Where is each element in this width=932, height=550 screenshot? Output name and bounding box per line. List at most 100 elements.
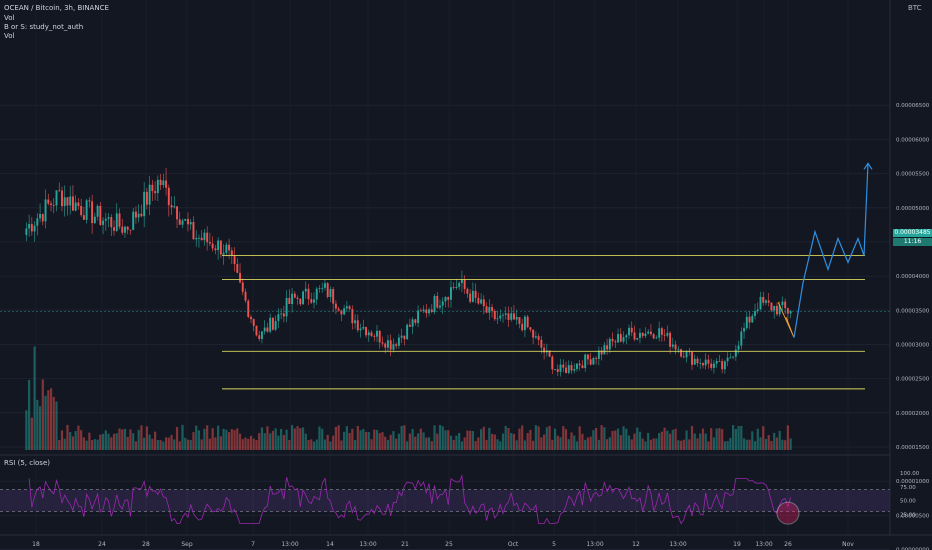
candle-body xyxy=(351,308,354,324)
volume-bar xyxy=(241,439,244,450)
volume-bar xyxy=(460,441,464,450)
rsi-tick-label: 25.00 xyxy=(900,512,916,518)
volume-bar xyxy=(425,437,428,450)
candle-body xyxy=(282,313,285,317)
rsi-line xyxy=(28,474,791,525)
candle-body xyxy=(633,332,636,340)
volume-bar xyxy=(570,432,573,450)
candle-body xyxy=(167,187,170,206)
volume-bar xyxy=(392,431,395,450)
candle-body xyxy=(458,283,461,287)
candle-body xyxy=(666,332,669,336)
candle-body xyxy=(707,359,710,364)
volume-bar xyxy=(217,425,220,450)
candle-body xyxy=(704,359,707,366)
candle-body xyxy=(411,319,414,327)
study-legend[interactable]: B or S: study_not_auth xyxy=(4,23,84,31)
candle-body xyxy=(345,306,348,309)
candle-body xyxy=(570,365,573,371)
candle-body xyxy=(88,200,91,202)
volume-bar xyxy=(589,436,592,450)
candle-body xyxy=(477,297,480,304)
candle-body xyxy=(348,306,351,309)
candle-body xyxy=(488,307,491,313)
candle-body xyxy=(143,191,146,217)
volume-bar xyxy=(518,428,521,450)
volume-bar xyxy=(110,437,113,450)
volume-bar xyxy=(164,437,168,450)
volume-bar xyxy=(408,433,411,450)
candle-body xyxy=(52,205,55,206)
candle-body xyxy=(41,214,44,222)
volume-bar xyxy=(222,428,225,450)
volume-bar xyxy=(395,438,398,450)
candle-body xyxy=(217,240,220,251)
candle-body xyxy=(534,336,537,338)
volume-bar xyxy=(397,433,401,450)
candle-body xyxy=(581,365,584,369)
volume-bar xyxy=(619,435,622,450)
candle-body xyxy=(773,305,776,311)
candle-body xyxy=(600,350,603,355)
volume-bar xyxy=(340,440,343,450)
candle-body xyxy=(159,179,162,186)
volume-bar xyxy=(679,440,683,450)
volume-bar xyxy=(770,440,773,450)
candle-body xyxy=(611,338,614,342)
volume-bar xyxy=(115,433,118,450)
candle-body xyxy=(455,286,458,288)
volume-bar xyxy=(244,437,247,450)
candle-body xyxy=(597,350,600,359)
candle-body xyxy=(474,290,477,298)
candle-body xyxy=(502,314,504,316)
volume-bar xyxy=(690,425,694,450)
volume-bar xyxy=(441,426,444,450)
vol-legend[interactable]: Vol xyxy=(4,14,15,22)
volume-bar xyxy=(107,433,110,450)
candle-body xyxy=(255,325,258,336)
volume-bar xyxy=(178,441,181,450)
candle-body xyxy=(592,358,595,365)
candle-body xyxy=(293,293,296,298)
candle-body xyxy=(39,214,42,219)
volume-bar xyxy=(677,440,680,450)
candle-body xyxy=(197,237,200,239)
candle-body xyxy=(296,297,299,299)
volume-bar xyxy=(474,441,477,450)
candle-body xyxy=(318,288,321,289)
candle-body xyxy=(285,298,288,317)
candle-body xyxy=(674,344,677,350)
candle-body xyxy=(515,317,518,320)
volume-bar xyxy=(400,425,403,450)
volume-bar xyxy=(438,424,442,450)
volume-bar xyxy=(159,440,162,450)
candle-body xyxy=(765,300,767,303)
candle-body xyxy=(107,217,110,219)
candle-body xyxy=(96,205,99,217)
volume-bar xyxy=(192,432,195,450)
candle-body xyxy=(775,305,778,315)
volume-bar xyxy=(337,425,340,450)
candle-body xyxy=(126,226,129,230)
candle-body xyxy=(641,332,644,337)
candle-body xyxy=(332,289,335,304)
candle-body xyxy=(452,287,455,288)
candle-body xyxy=(71,196,74,211)
volume-bar xyxy=(463,437,466,450)
time-tick-label: 13:00 xyxy=(755,541,772,548)
time-tick-label: 12 xyxy=(632,541,640,548)
volume-bar xyxy=(512,433,516,450)
candle-body xyxy=(669,332,672,347)
candle-body xyxy=(447,297,450,300)
volume-bar xyxy=(386,439,390,450)
vol-legend-2[interactable]: Vol xyxy=(4,32,15,40)
volume-bar xyxy=(173,439,176,450)
candle-body xyxy=(82,215,85,220)
volume-bar xyxy=(449,435,453,450)
volume-bar xyxy=(206,425,209,450)
candle-body xyxy=(567,365,570,373)
candle-body xyxy=(559,364,562,372)
candle-body xyxy=(406,324,409,340)
rsi-legend[interactable]: RSI (5, close) xyxy=(4,459,50,467)
